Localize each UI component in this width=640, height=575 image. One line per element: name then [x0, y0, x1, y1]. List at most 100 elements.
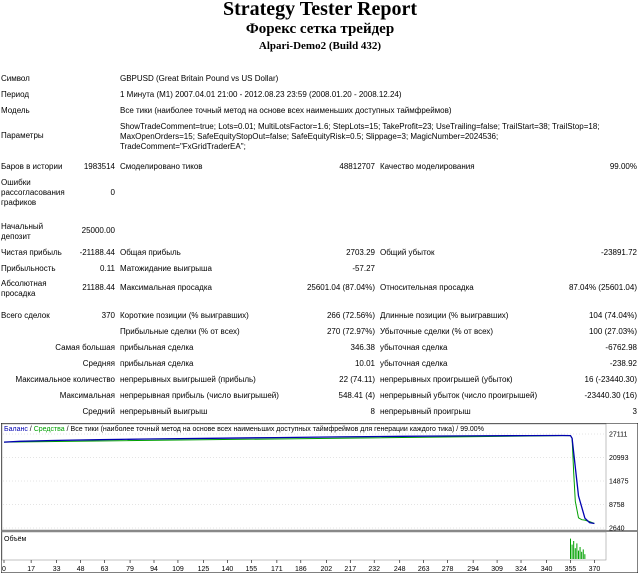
largest-profit-label: прибыльная сделка [120, 343, 194, 352]
model-label: Модель [1, 106, 30, 115]
x-tick-label: 263 [418, 566, 430, 573]
x-tick-label: 140 [222, 566, 234, 573]
errors-label: Ошибки рассогласования графиков [1, 178, 65, 207]
max-drawdown-label: Максимальная просадка [120, 283, 212, 292]
max-count-label: Максимальное количество [15, 375, 115, 384]
legend-sep-2: / [65, 426, 71, 433]
abs-drawdown-value: 21188.44 [82, 283, 115, 292]
x-tick-label: 232 [368, 566, 380, 573]
x-tick-label: 202 [320, 566, 332, 573]
avg-consec-wins-label: непрерывный выигрыш [120, 407, 208, 416]
quality-label: Качество моделирования [380, 162, 475, 171]
avg-consec-losses-label: непрерывный проигрыш [380, 407, 471, 416]
chart-legend: Баланс / Средства / Все тики (наиболее т… [4, 425, 484, 433]
x-tick-label: 340 [541, 566, 553, 573]
bars-label: Баров в истории [1, 162, 63, 171]
symbol-value: GBPUSD (Great Britain Pound vs US Dollar… [120, 74, 279, 83]
long-positions-label: Длинные позиции (% выигравших) [380, 311, 509, 320]
gross-profit-value: 2703.29 [346, 248, 375, 257]
max-drawdown-value: 25601.04 (87.04%) [306, 283, 375, 292]
quality-value: 99.00% [609, 162, 637, 171]
max-consec-losses-value: 16 (-23440.30) [584, 375, 637, 384]
deposit-value: 25000.00 [81, 226, 115, 235]
max-consec-profit-label: непрерывная прибыль (число выигрышей) [120, 391, 279, 400]
y-tick-label: 20993 [609, 455, 629, 462]
y-tick-label: 2640 [609, 526, 625, 533]
deposit-label: Начальный депозит [1, 222, 44, 241]
y-tick-label: 27111 [609, 432, 628, 439]
profit-trades-value: 270 (72.97%) [326, 327, 375, 336]
x-tick-label: 109 [172, 566, 184, 573]
x-tick-label: 217 [344, 566, 356, 573]
report-subtitle: Форекс сетка трейдер [245, 21, 395, 37]
profit-factor-value: 0.11 [100, 264, 115, 273]
abs-drawdown-label: Абсолютная просадка [1, 279, 47, 298]
average-profit-label: прибыльная сделка [120, 359, 194, 368]
profit-trades-label: Прибыльные сделки (% от всех) [120, 327, 240, 336]
legend-sep-3: / [454, 426, 460, 433]
x-tick-label: 355 [565, 566, 577, 573]
long-positions-value: 104 (74.04%) [588, 311, 637, 320]
legend-balance: Баланс [4, 426, 28, 433]
rel-drawdown-value: 87.04% (25601.04) [568, 283, 637, 292]
params-value: ShowTradeComment=true; Lots=0.01; MultiL… [120, 122, 600, 151]
balance-line [3, 434, 595, 525]
max-consec-wins-label: непрерывных выигрышей (прибыль) [120, 375, 256, 384]
x-tick-label: 278 [442, 566, 454, 573]
plot-area [1, 423, 607, 531]
profit-factor-label: Прибыльность [1, 264, 56, 273]
gross-profit-label: Общая прибыль [120, 248, 181, 257]
x-tick-label: 171 [271, 566, 283, 573]
average-profit-value: 10.01 [354, 359, 375, 368]
report-title: Strategy Tester Report [222, 0, 418, 20]
average-loss-value: -238.92 [609, 359, 637, 368]
x-tick-label: 79 [126, 566, 134, 573]
max-consec-profit-value: 548.41 (4) [338, 391, 375, 400]
largest-profit-value: 346.38 [350, 343, 375, 352]
x-tick-label: 248 [394, 566, 406, 573]
total-trades-label: Всего сделок [1, 311, 50, 320]
report-build: Alpari-Demo2 (Build 432) [258, 40, 382, 52]
errors-value: 0 [110, 188, 115, 197]
avg-label: Средний [82, 407, 115, 416]
volume-bars [569, 538, 586, 559]
largest-loss-label: убыточная сделка [380, 343, 448, 352]
expected-payoff-label: Матожидание выигрыша [120, 264, 212, 273]
params-label: Параметры [1, 131, 44, 140]
x-tick-label: 155 [245, 566, 257, 573]
x-tick-label: 186 [295, 566, 307, 573]
ticks-value: 48812707 [339, 162, 375, 171]
chart-svg: 27111 20993 14875 8758 2640 0 17 33 48 63 79 94 109… [0, 422, 639, 574]
average-loss-label: убыточная сделка [380, 359, 448, 368]
max-consec-loss-label: непрерывный убыток (число проигрышей) [380, 391, 538, 400]
grid [3, 433, 605, 529]
max-consec-losses-label: непрерывных проигрышей (убыток) [380, 375, 513, 384]
expected-payoff-value: -57.27 [352, 264, 375, 273]
largest-loss-value: -6762.98 [605, 343, 637, 352]
y-ticks: 27111 20993 14875 8758 2640 [609, 432, 629, 533]
x-tick-label: 370 [589, 566, 601, 573]
y-tick-label: 14875 [609, 479, 629, 486]
net-profit-value: -21188.44 [79, 248, 115, 257]
volume-area [1, 531, 607, 561]
y-tick-label: 8758 [609, 502, 625, 509]
symbol-label: Символ [1, 74, 30, 83]
avg-consec-wins-value: 8 [370, 407, 375, 416]
series-group [3, 434, 595, 525]
x-tick-label: 48 [77, 566, 85, 573]
x-tick-label: 33 [53, 566, 61, 573]
rel-drawdown-label: Относительная просадка [380, 283, 474, 292]
gross-loss-value: -23891.72 [600, 248, 637, 257]
loss-trades-label: Убыточные сделки (% от всех) [380, 327, 494, 336]
short-positions-label: Короткие позиции (% выигравших) [120, 311, 249, 320]
net-profit-label: Чистая прибыль [1, 248, 62, 257]
avg-consec-losses-value: 3 [632, 407, 637, 416]
x-tick-label: 17 [27, 566, 35, 573]
period-value: 1 Минута (M1) 2007.04.01 21:00 - 2012.08… [120, 90, 402, 99]
legend-model: Все тики (наиболее точный метод на основ… [71, 425, 455, 433]
period-label: Период [1, 90, 30, 99]
maximal-label: Максимальная [59, 391, 115, 400]
volume-label: Объём [4, 535, 26, 543]
legend-sep-1: / [28, 426, 34, 433]
bars-value: 1983514 [83, 162, 115, 171]
